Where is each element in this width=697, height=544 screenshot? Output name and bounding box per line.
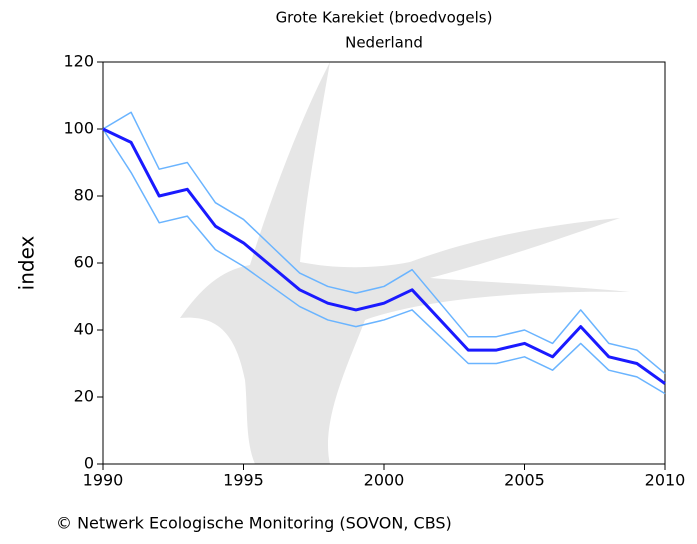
y-tick-label: 80 <box>74 186 94 205</box>
source-note: © Netwerk Ecologische Monitoring (SOVON,… <box>56 514 452 533</box>
chart-subtitle: Nederland <box>345 34 423 52</box>
y-tick-label: 40 <box>74 320 94 339</box>
y-tick-label: 20 <box>74 387 94 406</box>
y-tick-label: 100 <box>63 119 94 138</box>
x-tick-label: 2000 <box>364 471 405 490</box>
chart: Grote Karekiet (broedvogels) Nederland i… <box>0 0 697 544</box>
x-tick-label: 2005 <box>504 471 545 490</box>
y-axis-label: index <box>15 235 39 290</box>
y-tick-label: 60 <box>74 253 94 272</box>
y-tick-label: 120 <box>63 52 94 71</box>
x-tick-label: 1995 <box>223 471 264 490</box>
chart-title: Grote Karekiet (broedvogels) <box>276 9 493 27</box>
x-tick-label: 2010 <box>645 471 686 490</box>
x-tick-label: 1990 <box>83 471 124 490</box>
